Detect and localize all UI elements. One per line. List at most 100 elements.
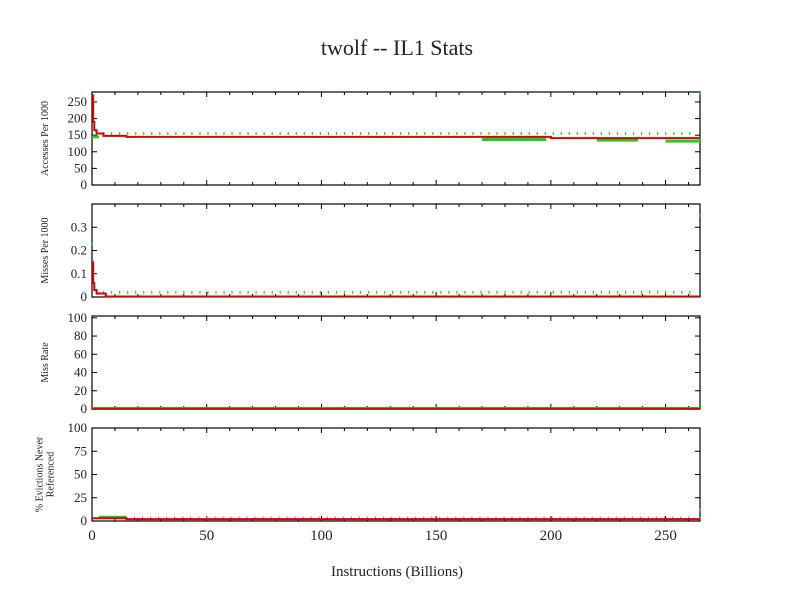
- sampled-point: [520, 290, 522, 294]
- sampled-point: [536, 132, 538, 136]
- sampled-point: [119, 132, 121, 136]
- y-tick-label: 100: [68, 144, 88, 159]
- sampled-point: [552, 132, 554, 136]
- y-tick-label: 250: [68, 94, 88, 109]
- sampled-point: [400, 132, 402, 136]
- sampled-point: [351, 132, 354, 136]
- sampled-point: [673, 290, 675, 294]
- y-tick-label: 0.2: [71, 243, 87, 258]
- sampled-point: [624, 290, 627, 294]
- sampled-point: [392, 290, 394, 294]
- sampled-point: [215, 290, 217, 294]
- sampled-point: [127, 132, 129, 136]
- sampled-point: [424, 132, 426, 136]
- sampled-point: [576, 290, 578, 294]
- sampled-point: [512, 290, 514, 294]
- y-tick-label: 200: [68, 111, 88, 126]
- sampled-point: [367, 132, 370, 136]
- sampled-point: [191, 132, 193, 136]
- y-tick-label: 0: [81, 513, 88, 528]
- sampled-point: [584, 132, 586, 136]
- sampled-point: [608, 132, 611, 136]
- sampled-point: [665, 132, 667, 136]
- y-tick-label: 40: [74, 365, 87, 380]
- sampled-point: [199, 290, 201, 294]
- sampled-point: [584, 290, 586, 294]
- sampled-point: [472, 132, 474, 136]
- sampled-point: [528, 290, 530, 294]
- sampled-point: [143, 290, 145, 294]
- sampled-point: [608, 290, 611, 294]
- sampled-point: [552, 290, 554, 294]
- y-tick-label: 50: [74, 160, 87, 175]
- y-axis-label: Accesses Per 1000: [40, 101, 51, 176]
- sampled-point: [448, 132, 450, 136]
- y-axis-label: Misses Per 1000: [40, 217, 51, 283]
- sampled-point: [496, 132, 498, 136]
- sampled-point: [151, 132, 153, 136]
- y-tick-label: 50: [74, 467, 87, 482]
- sampled-point: [287, 290, 289, 294]
- sampled-point: [271, 132, 273, 136]
- y-tick-label: 0: [81, 289, 88, 304]
- sampled-point: [657, 132, 659, 136]
- sampled-point: [616, 290, 619, 294]
- sampled-point: [247, 132, 249, 136]
- sampled-point: [343, 132, 346, 136]
- measured-line: [92, 261, 700, 298]
- sampled-point: [111, 290, 113, 294]
- sampled-point: [207, 132, 209, 136]
- x-tick-label: 100: [310, 528, 333, 544]
- y-tick-label: 100: [68, 420, 88, 435]
- sampled-point: [359, 290, 362, 294]
- sampled-point: [135, 290, 137, 294]
- x-axis-label: Instructions (Billions): [331, 564, 463, 580]
- sampled-point: [303, 132, 305, 136]
- sampled-point: [432, 290, 434, 294]
- sampled-point: [560, 290, 562, 294]
- sampled-point: [143, 132, 145, 136]
- sampled-point: [311, 132, 313, 136]
- sampled-point: [464, 132, 466, 136]
- sampled-point: [303, 290, 305, 294]
- sampled-point: [520, 132, 522, 136]
- sampled-point: [375, 132, 378, 136]
- sampled-point: [416, 132, 418, 136]
- sampled-point: [568, 132, 570, 136]
- y-tick-label: 150: [68, 127, 88, 142]
- y-tick-label: 100: [68, 310, 88, 325]
- sampled-point: [335, 290, 338, 294]
- sampled-point: [175, 290, 177, 294]
- sampled-point: [544, 132, 546, 136]
- sampled-point: [424, 290, 426, 294]
- sampled-point: [699, 92, 701, 96]
- sampled-point: [384, 132, 386, 136]
- sampled-point: [488, 290, 490, 294]
- sampled-point: [271, 290, 273, 294]
- sampled-point: [504, 290, 506, 294]
- sampled-point: [400, 290, 402, 294]
- sampled-point: [335, 132, 338, 136]
- sampled-point: [167, 132, 169, 136]
- sampled-point: [191, 290, 193, 294]
- sampled-point: [472, 290, 474, 294]
- x-tick-label: 50: [199, 528, 214, 544]
- sampled-point: [632, 132, 635, 136]
- sampled-point: [544, 290, 546, 294]
- x-tick-label: 150: [425, 528, 448, 544]
- sampled-point: [681, 132, 683, 136]
- y-axis-label: Miss Rate: [40, 342, 51, 383]
- sampled-point: [91, 242, 93, 246]
- y-axis-label: Referenced: [46, 452, 57, 498]
- sampled-point: [416, 290, 418, 294]
- y-tick-label: 20: [74, 383, 87, 398]
- sampled-point: [327, 290, 330, 294]
- sampled-point: [175, 132, 177, 136]
- sampled-point: [536, 290, 538, 294]
- plot-frame: [91, 315, 701, 410]
- sampled-point: [384, 290, 386, 294]
- sampled-point: [496, 290, 498, 294]
- sampled-point: [657, 290, 659, 294]
